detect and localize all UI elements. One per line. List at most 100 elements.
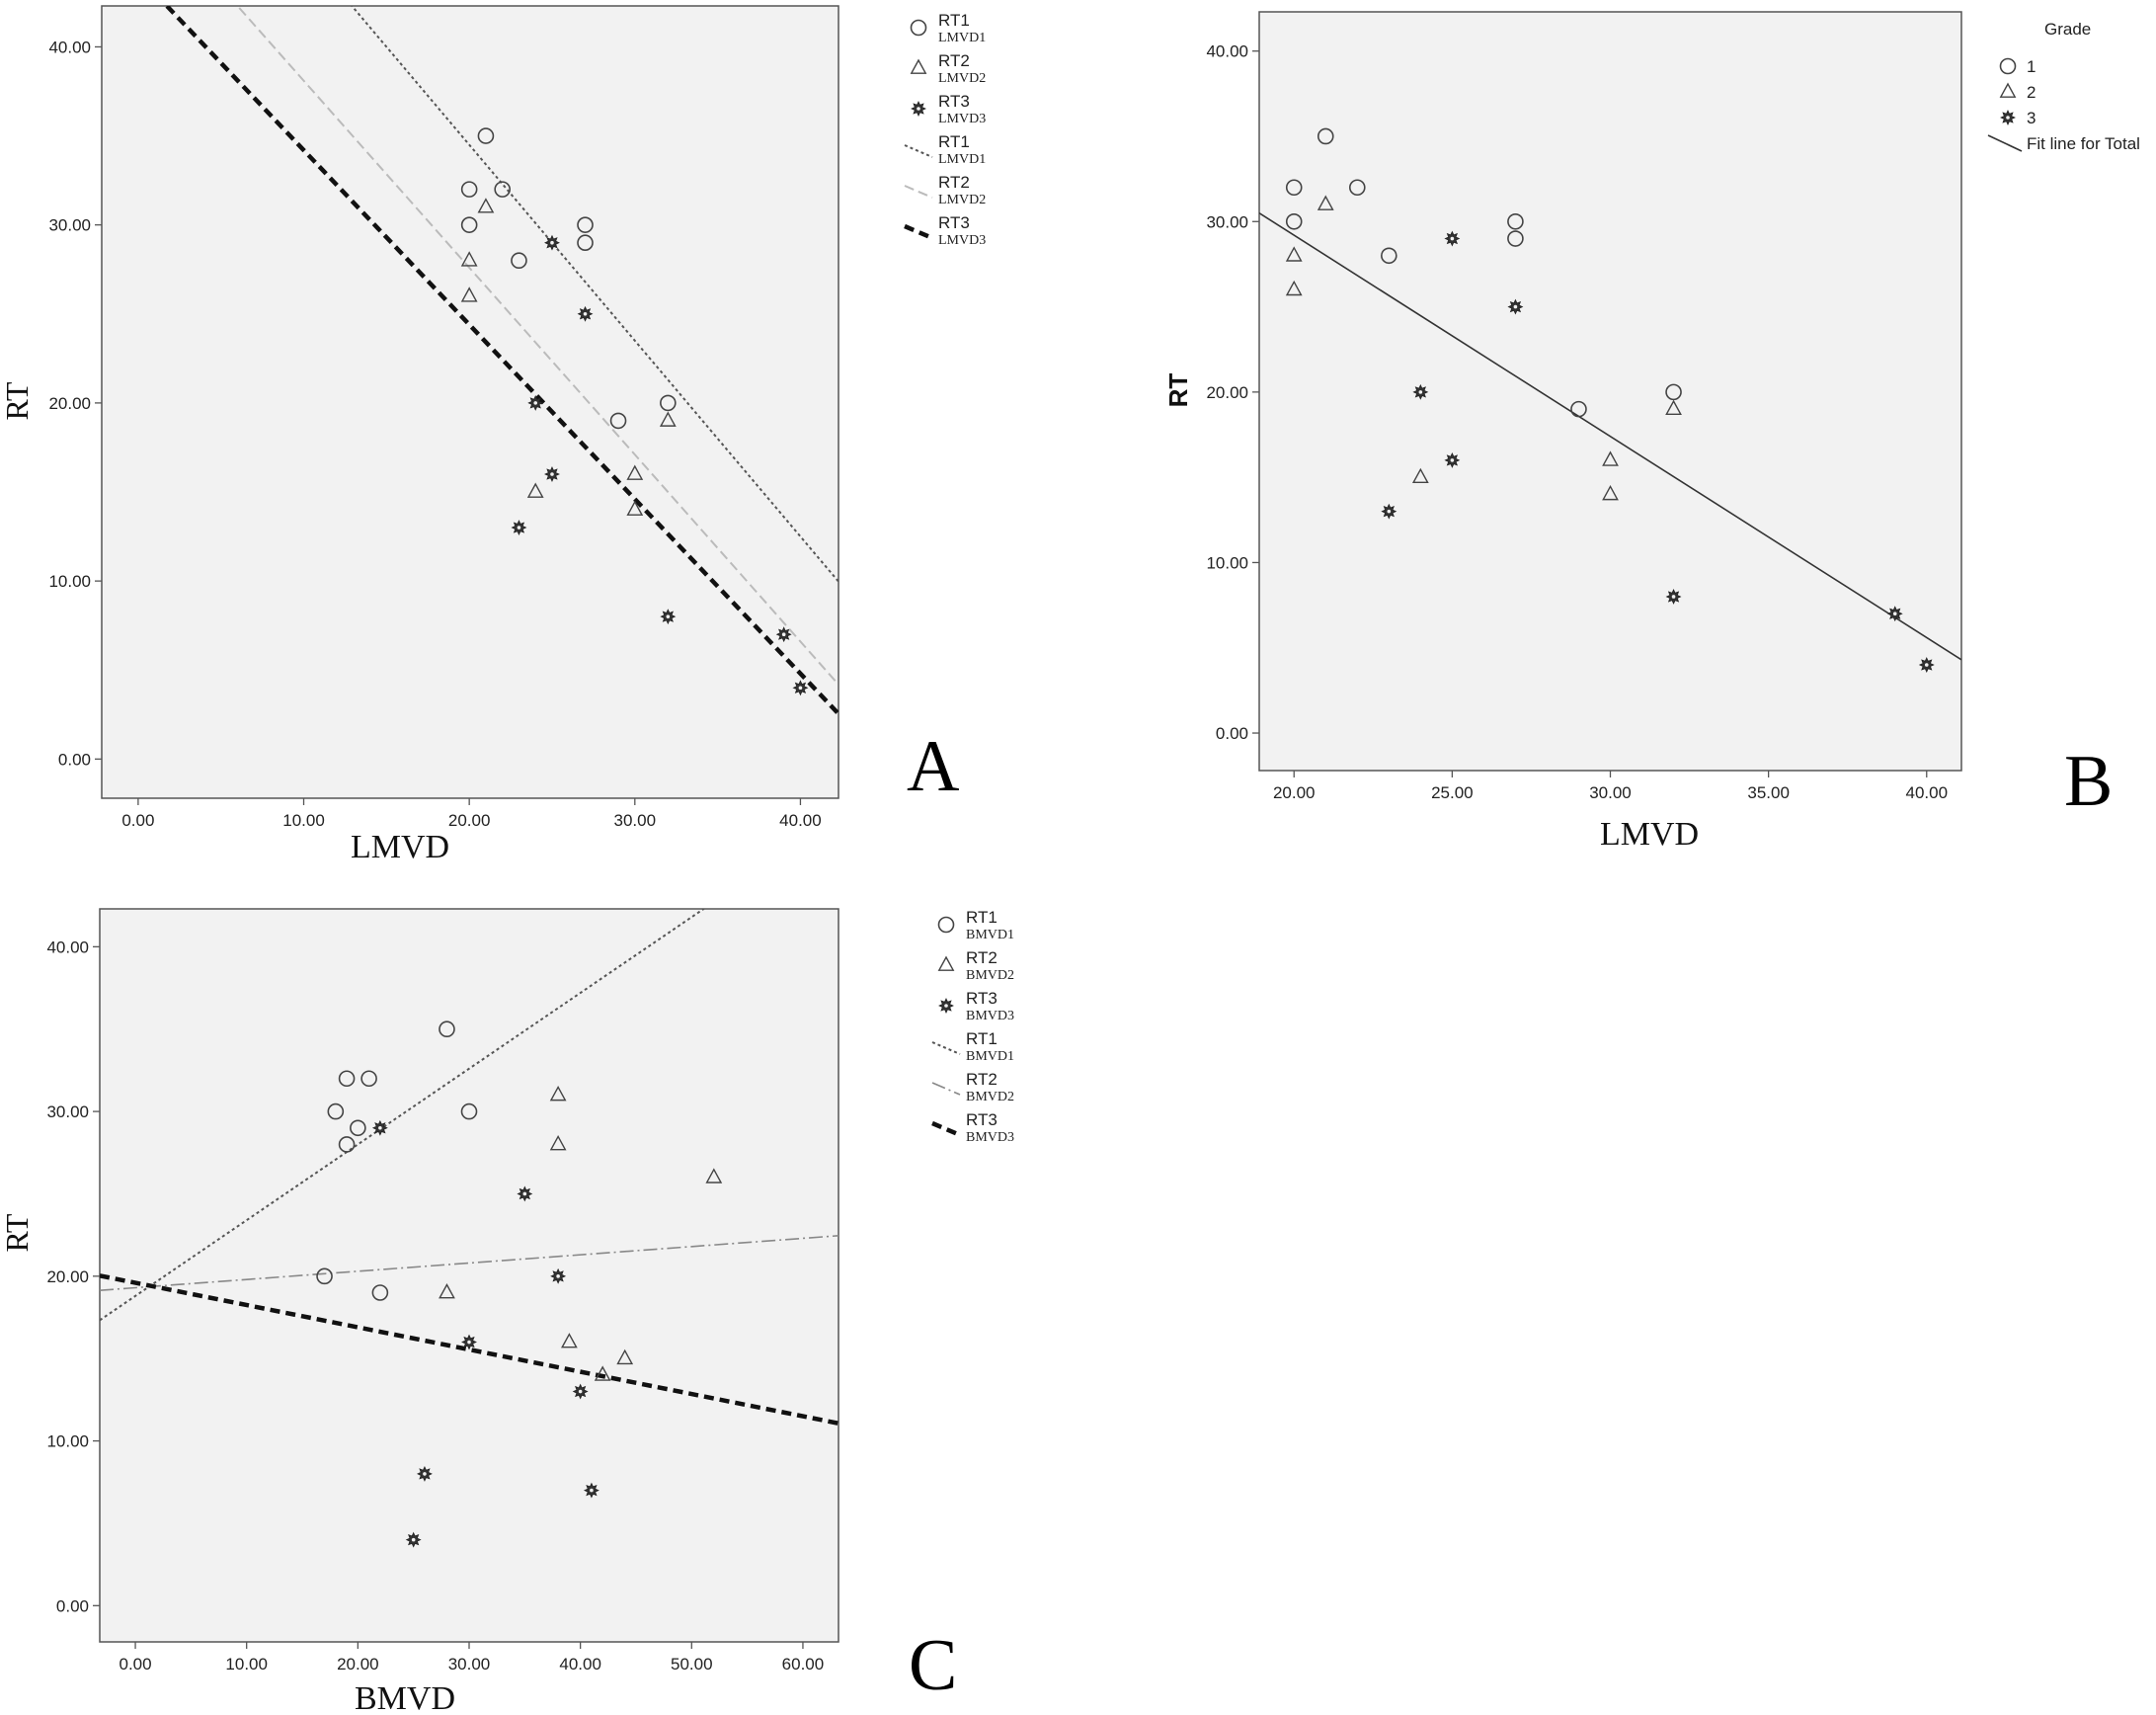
y-tick-label: 40.00 <box>46 938 89 956</box>
data-point <box>511 252 527 270</box>
legend-item: Fit line for Total <box>1987 134 2140 153</box>
y-tick-label: 10.00 <box>1206 553 1248 572</box>
data-point <box>1285 280 1303 296</box>
legend-sublabel: LMVD2 <box>938 193 986 207</box>
data-point <box>577 216 594 233</box>
legend-sublabel: LMVD1 <box>938 152 986 167</box>
legend-label: 3 <box>2027 109 2036 127</box>
data-point <box>316 1267 333 1285</box>
x-tick-label: 40.00 <box>779 811 822 830</box>
fit-line <box>100 1235 838 1291</box>
data-point <box>405 1531 422 1548</box>
data-point <box>659 411 677 427</box>
legend-sublabel: LMVD1 <box>938 31 986 45</box>
legend-label: Fit line for Total <box>2027 134 2140 153</box>
data-point <box>626 464 644 480</box>
x-tick-label: 40.00 <box>1905 783 1948 802</box>
fit-lines <box>100 909 838 1426</box>
data-point <box>572 1383 589 1400</box>
legend-line <box>904 223 933 241</box>
data-point <box>544 234 560 251</box>
y-tick-label: 20.00 <box>48 394 91 413</box>
plot-area <box>101 5 839 799</box>
series-triangle <box>439 1085 723 1381</box>
panel-label: B <box>2064 741 2113 822</box>
data-point <box>1507 298 1524 315</box>
legend-item: 2 <box>1999 82 2036 102</box>
data-point <box>360 1070 377 1088</box>
legend-marker <box>910 19 927 37</box>
x-tick-label: 30.00 <box>448 1655 491 1674</box>
legend-item: 3 <box>2000 109 2036 127</box>
data-point <box>1507 212 1524 230</box>
fit-line <box>350 6 838 583</box>
legend-label: RT1 <box>938 11 970 30</box>
data-point <box>494 181 511 198</box>
x-axis-title: LMVD <box>1600 816 1699 853</box>
fit-lines <box>1259 212 1961 661</box>
data-point <box>1570 400 1587 418</box>
data-point <box>526 482 544 498</box>
legend-sublabel: BMVD3 <box>966 1130 1014 1145</box>
data-point <box>609 412 627 430</box>
legend-marker <box>937 955 955 971</box>
x-axis-title: LMVD <box>351 829 449 865</box>
plot-area <box>1258 11 1962 772</box>
x-tick-label: 35.00 <box>1747 783 1790 802</box>
data-point <box>371 1284 389 1301</box>
data-point <box>626 500 644 516</box>
x-axis-title: BMVD <box>355 1680 455 1715</box>
data-point <box>460 1102 478 1120</box>
legend-label: RT2 <box>938 51 970 70</box>
legend-sublabel: BMVD3 <box>966 1009 1014 1023</box>
legend-marker <box>938 998 954 1014</box>
legend: RT1LMVD1RT2LMVD2RT3LMVD3RT1LMVD1RT2LMVD2… <box>904 11 986 248</box>
legend-label: RT3 <box>938 213 970 232</box>
series-circle <box>460 127 677 430</box>
y-tick-label: 30.00 <box>46 1102 89 1121</box>
data-point <box>577 305 594 322</box>
data-point <box>549 1134 567 1151</box>
legend-line <box>931 1082 961 1096</box>
data-point <box>1348 179 1366 197</box>
x-tick-label: 25.00 <box>1431 783 1474 802</box>
legend-label: 1 <box>2027 57 2036 76</box>
y-tick-label: 30.00 <box>1206 212 1248 231</box>
legend-label: RT3 <box>966 1110 998 1129</box>
legend-marker <box>937 916 955 934</box>
legend-line <box>904 185 933 199</box>
panel-b-chart: 20.00 25.00 30.00 35.00 40.00 0.00 10.00 20.00 3… <box>1163 11 2140 853</box>
data-point <box>1918 657 1935 673</box>
panel-label: C <box>909 1625 957 1706</box>
y-tick-label: 10.00 <box>46 1432 89 1451</box>
data-point <box>594 1365 611 1381</box>
legend-marker <box>911 101 926 117</box>
y-tick-label: 30.00 <box>48 216 91 235</box>
legend-label: RT2 <box>938 173 970 192</box>
y-axis-title: RT <box>0 1213 35 1252</box>
y-tick-label: 40.00 <box>1206 42 1248 61</box>
plot-area <box>99 908 839 1643</box>
data-point <box>1602 450 1619 466</box>
data-point <box>460 286 478 302</box>
legend-sublabel: LMVD3 <box>938 112 986 126</box>
data-point <box>1285 246 1303 262</box>
legend-sublabel: LMVD3 <box>938 233 986 248</box>
legend-marker <box>2000 110 2016 125</box>
y-tick-label: 20.00 <box>1206 383 1248 402</box>
data-point <box>460 251 478 267</box>
y-axis-title: RT <box>0 381 35 420</box>
panel-label: A <box>907 726 959 807</box>
fit-line <box>236 6 838 686</box>
data-point <box>460 181 478 198</box>
x-tick-label: 20.00 <box>448 811 491 830</box>
